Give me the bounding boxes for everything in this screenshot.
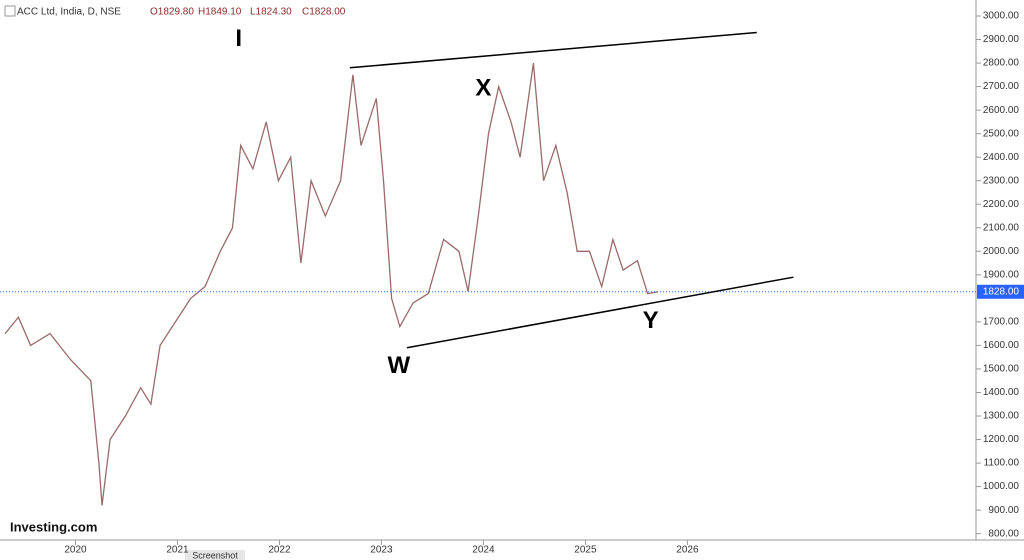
- x-tick-label: 2023: [370, 545, 393, 556]
- y-tick-label: 2000.00: [983, 246, 1020, 257]
- y-tick-label: 2200.00: [983, 199, 1020, 210]
- y-tick-label: 800.00: [988, 528, 1019, 539]
- chart-title: ACC Ltd, India, D, NSE: [17, 7, 121, 18]
- y-tick-label: 2900.00: [983, 34, 1020, 45]
- x-tick-label: 2024: [472, 545, 495, 556]
- y-tick-label: 2600.00: [983, 105, 1020, 116]
- ohlc-label: H1849.10: [198, 7, 242, 18]
- x-tick-label: 2026: [676, 545, 699, 556]
- y-tick-label: 2100.00: [983, 222, 1020, 233]
- ohlc-label: O1829.80: [150, 7, 194, 18]
- y-tick-label: 1000.00: [983, 481, 1020, 492]
- y-tick-label: 2400.00: [983, 152, 1020, 163]
- y-tick-label: 2300.00: [983, 175, 1020, 186]
- x-tick-label: 2021: [166, 545, 189, 556]
- y-tick-label: 1500.00: [983, 364, 1020, 375]
- y-tick-label: 1700.00: [983, 317, 1020, 328]
- x-tick-label: 2020: [64, 545, 87, 556]
- x-tick-label: 2025: [574, 545, 597, 556]
- menu-icon[interactable]: [4, 5, 16, 17]
- brand-logo: Investing.com: [10, 519, 97, 534]
- y-tick-label: 1900.00: [983, 269, 1020, 280]
- wave-label: W: [387, 352, 410, 379]
- last-price-box: [977, 284, 1024, 299]
- ohlc-label: C1828.00: [302, 7, 346, 18]
- y-tick-label: 900.00: [988, 505, 1019, 516]
- wave-label: I: [235, 25, 242, 52]
- price-line: [4, 63, 658, 506]
- y-tick-label: 2500.00: [983, 128, 1020, 139]
- y-tick-label: 1400.00: [983, 387, 1020, 398]
- ohlc-label: L1824.30: [250, 7, 292, 18]
- last-price-label: 1828.00: [983, 286, 1020, 297]
- y-tick-label: 1300.00: [983, 411, 1020, 422]
- y-tick-label: 1200.00: [983, 434, 1020, 445]
- y-tick-label: 3000.00: [983, 11, 1020, 22]
- y-tick-label: 1600.00: [983, 340, 1020, 351]
- trendline: [406, 276, 794, 349]
- trendline: [349, 31, 757, 69]
- y-tick-label: 2700.00: [983, 81, 1020, 92]
- screenshot-tab[interactable]: Screenshot: [192, 550, 238, 560]
- x-tick-label: 2022: [268, 545, 291, 556]
- wave-label: Y: [643, 307, 659, 334]
- y-tick-label: 1100.00: [984, 458, 1020, 469]
- y-tick-label: 2800.00: [983, 58, 1020, 69]
- wave-label: X: [475, 74, 491, 101]
- tab-bg[interactable]: [185, 550, 245, 560]
